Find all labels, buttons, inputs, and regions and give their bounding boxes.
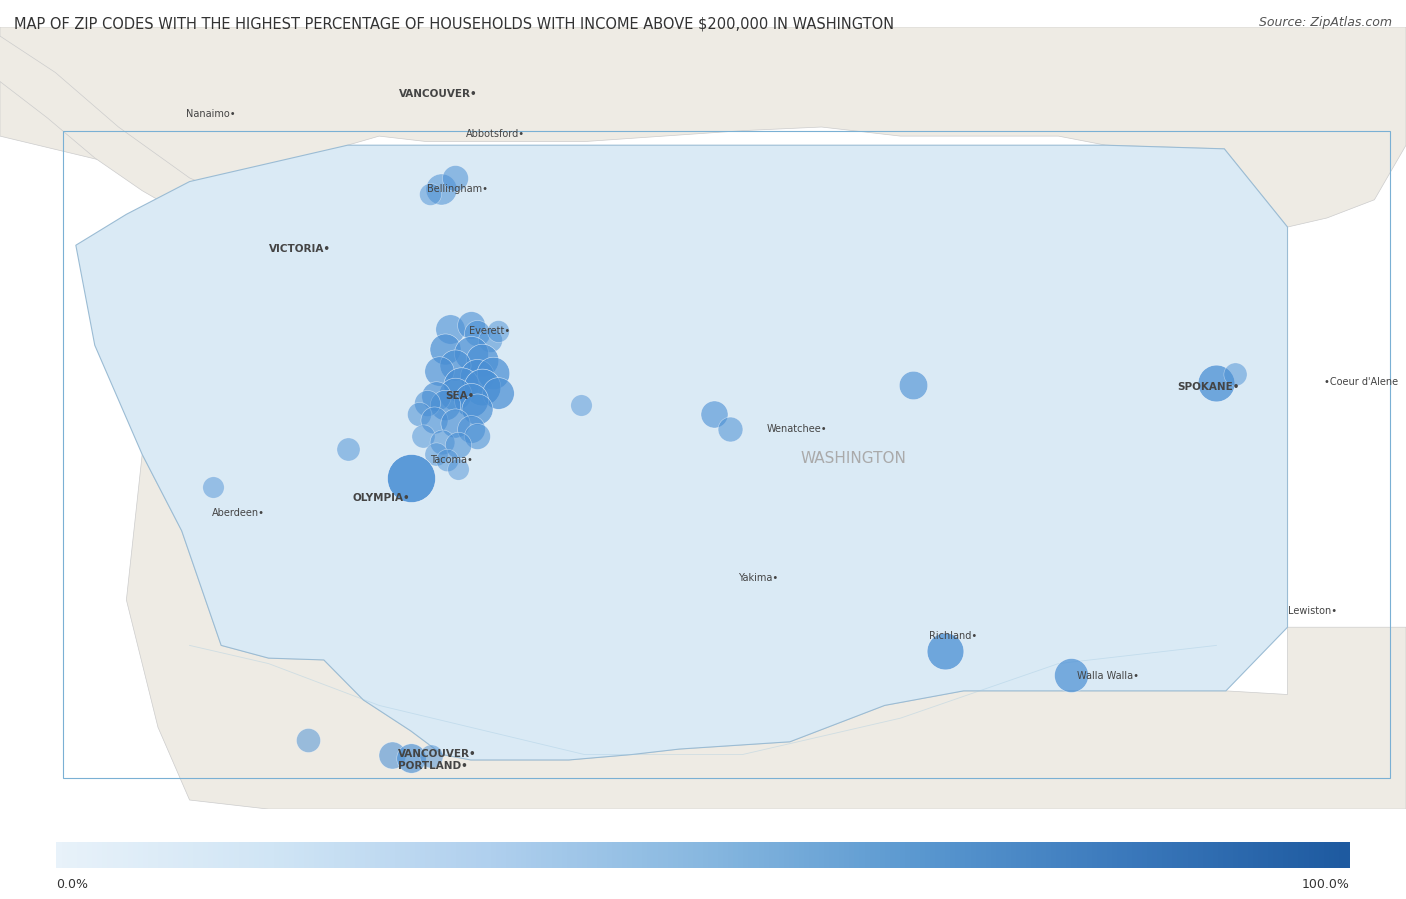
Text: VICTORIA•: VICTORIA• (269, 244, 330, 254)
Text: •Coeur d'Alene: •Coeur d'Alene (1324, 377, 1398, 387)
Bar (63, 130, 1391, 779)
Point (478, 333, 501, 347)
Point (432, 434, 454, 449)
Point (460, 422, 482, 436)
Polygon shape (0, 36, 344, 267)
Text: MAP OF ZIP CODES WITH THE HIGHEST PERCENTAGE OF HOUSEHOLDS WITH INCOME ABOVE $20: MAP OF ZIP CODES WITH THE HIGHEST PERCEN… (14, 16, 894, 31)
Text: VANCOUVER•: VANCOUVER• (399, 89, 478, 99)
Point (447, 438, 470, 452)
Point (202, 480, 225, 494)
Point (429, 182, 451, 196)
Point (460, 393, 482, 407)
Point (336, 441, 359, 456)
Point (381, 747, 404, 761)
Text: WASHINGTON: WASHINGTON (800, 450, 905, 466)
Point (444, 358, 467, 372)
Point (423, 413, 446, 427)
Point (1225, 367, 1247, 381)
Point (1060, 667, 1083, 681)
Point (444, 387, 467, 402)
Point (415, 396, 437, 411)
Polygon shape (76, 146, 1288, 760)
Text: Lewiston•: Lewiston• (1288, 606, 1337, 616)
Point (444, 171, 467, 185)
Point (465, 402, 488, 416)
Text: OLYMPIA•: OLYMPIA• (353, 493, 411, 503)
Text: Everett•: Everett• (470, 325, 510, 335)
Text: 100.0%: 100.0% (1302, 878, 1350, 891)
Text: Yakima•: Yakima• (738, 573, 778, 583)
Point (1205, 377, 1227, 391)
Point (399, 471, 422, 485)
Point (425, 447, 447, 461)
Point (718, 422, 741, 436)
Text: Abbotsford•: Abbotsford• (465, 129, 526, 139)
Polygon shape (0, 27, 1406, 227)
Point (297, 733, 319, 747)
Text: SPOKANE•: SPOKANE• (1177, 382, 1239, 392)
Text: 0.0%: 0.0% (56, 878, 89, 891)
Polygon shape (127, 454, 1406, 809)
Point (486, 324, 509, 338)
Point (569, 398, 592, 413)
Point (399, 751, 422, 765)
Point (447, 462, 470, 476)
Point (486, 386, 509, 400)
Point (482, 365, 505, 379)
Point (471, 352, 494, 367)
Point (436, 453, 458, 467)
Text: Aberdeen•: Aberdeen• (212, 508, 264, 518)
Point (420, 749, 443, 763)
Point (427, 363, 450, 378)
Point (419, 187, 441, 201)
Text: Bellingham•: Bellingham• (426, 184, 488, 194)
Text: Richland•: Richland• (929, 631, 977, 641)
Point (450, 378, 472, 393)
Point (465, 325, 488, 340)
Point (460, 318, 482, 333)
Point (408, 407, 430, 422)
Text: VANCOUVER•
PORTLAND•: VANCOUVER• PORTLAND• (398, 749, 477, 770)
Point (465, 369, 488, 383)
Point (934, 644, 956, 658)
Point (465, 429, 488, 443)
Point (460, 345, 482, 360)
Text: Walla Walla•: Walla Walla• (1077, 672, 1139, 681)
Point (412, 429, 434, 443)
Point (703, 407, 725, 422)
Point (901, 378, 924, 393)
Text: SEA•: SEA• (446, 391, 475, 401)
Point (439, 322, 461, 336)
Text: Source: ZipAtlas.com: Source: ZipAtlas.com (1258, 16, 1392, 29)
Text: Tacoma•: Tacoma• (430, 455, 472, 465)
Text: Wenatchee•: Wenatchee• (766, 424, 827, 434)
Point (434, 342, 457, 356)
Point (425, 389, 447, 404)
Point (444, 416, 467, 431)
Point (471, 380, 494, 395)
Point (434, 398, 457, 413)
Text: Nanaimo•: Nanaimo• (187, 110, 236, 120)
